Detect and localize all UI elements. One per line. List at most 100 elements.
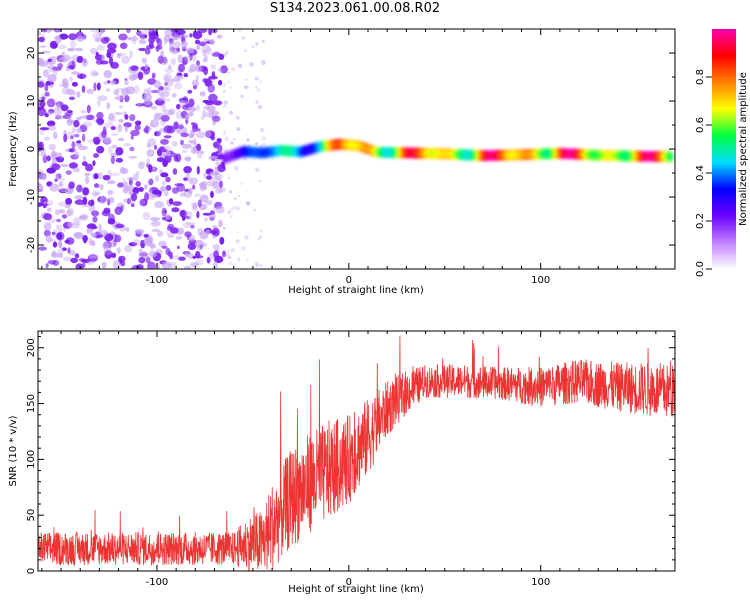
noise-blob (167, 223, 175, 229)
noise-blob (129, 114, 136, 122)
spectrogram-xtick-label: 100 (531, 275, 550, 286)
noise-blob (81, 58, 88, 68)
noise-blob (162, 159, 168, 167)
noise-blob (135, 103, 145, 107)
noise-blob (72, 148, 78, 154)
noise-blob (182, 216, 191, 219)
noise-blob (163, 125, 173, 134)
noise-blob (144, 184, 148, 190)
noise-blob (103, 250, 113, 255)
snr-xtick-label: -100 (146, 577, 169, 588)
noise-dot (253, 208, 257, 212)
noise-blob (208, 155, 218, 159)
noise-blob (165, 151, 171, 157)
noise-blob (58, 57, 68, 63)
noise-blob (101, 261, 107, 269)
colorbar-tick-label: 0.0 (695, 261, 706, 277)
noise-blob (148, 251, 158, 258)
noise-blob (183, 73, 189, 78)
noise-blob (190, 224, 195, 229)
noise-blob (212, 141, 219, 148)
noise-dot (255, 85, 258, 89)
noise-blob (95, 51, 99, 57)
noise-blob (64, 188, 74, 195)
figure-title: S134.2023.061.00.08.R02 (269, 1, 441, 16)
noise-blob (38, 60, 49, 67)
noise-blob (103, 81, 109, 85)
noise-blob (124, 245, 133, 253)
noise-blob (170, 227, 179, 234)
noise-dot (223, 100, 228, 105)
noise-blob (186, 172, 190, 181)
noise-blob (196, 165, 200, 175)
noise-blob (72, 167, 81, 173)
noise-dot (243, 49, 247, 53)
noise-blob (138, 39, 147, 45)
noise-blob (131, 203, 135, 207)
noise-blob (105, 88, 111, 92)
noise-blob (160, 138, 169, 145)
noise-blob (43, 222, 52, 231)
noise-blob (211, 110, 219, 116)
colorbar-label: Normalized spectral amplitude (738, 72, 749, 226)
noise-blob (74, 151, 80, 158)
noise-dot (223, 104, 226, 108)
noise-dot (236, 170, 239, 173)
noise-blob (99, 184, 104, 190)
noise-blob (183, 166, 192, 174)
noise-blob (85, 163, 94, 172)
noise-blob (98, 32, 103, 41)
noise-blob (93, 153, 100, 158)
noise-dot (251, 45, 255, 49)
snr-ylabel: SNR (10 * v/v) (8, 415, 19, 486)
noise-blob (174, 75, 184, 80)
noise-blob (63, 256, 73, 262)
noise-blob (184, 251, 190, 257)
noise-blob (43, 229, 51, 237)
noise-blob (76, 128, 82, 133)
noise-dot (254, 42, 259, 46)
noise-blob (215, 205, 225, 214)
noise-blob (150, 105, 158, 110)
noise-dot (224, 136, 230, 142)
noise-blob (131, 239, 142, 246)
noise-dot (258, 179, 261, 183)
snr-series-line (38, 336, 675, 571)
noise-blob (203, 66, 209, 76)
noise-blob (68, 33, 78, 41)
noise-blob (178, 124, 184, 130)
noise-blob (103, 207, 111, 214)
noise-blob (184, 156, 192, 162)
noise-blob (125, 86, 136, 95)
noise-blob (164, 29, 173, 37)
noise-blob (193, 85, 197, 90)
noise-blob (46, 236, 52, 244)
noise-dot (255, 263, 260, 267)
noise-blob (191, 205, 199, 212)
noise-blob (117, 123, 123, 133)
noise-blob (161, 103, 167, 112)
noise-blob (65, 88, 74, 96)
noise-blob (114, 234, 122, 243)
noise-blob (119, 95, 124, 103)
noise-blob (38, 81, 45, 88)
noise-blob (47, 207, 52, 212)
noise-dot (238, 29, 242, 32)
noise-blob (112, 260, 121, 269)
noise-dot (260, 136, 266, 142)
noise-blob (177, 54, 183, 64)
noise-blob (92, 216, 98, 223)
noise-blob (190, 122, 196, 126)
noise-blob (209, 171, 217, 176)
noise-blob (125, 184, 134, 192)
colorbar: 0.0 0.2 0.4 0.6 0.8 Normalized spectral ampl… (695, 29, 749, 277)
noise-blob (93, 173, 99, 180)
noise-blob (61, 51, 65, 56)
noise-blob (187, 89, 193, 94)
ridge-cell (654, 155, 660, 158)
noise-blob (191, 53, 197, 62)
noise-blob (98, 118, 105, 124)
noise-blob (134, 228, 145, 234)
noise-blob (155, 45, 160, 52)
